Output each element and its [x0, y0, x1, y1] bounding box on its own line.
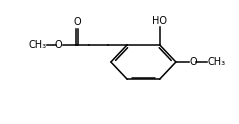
Text: CH₃: CH₃	[208, 57, 226, 67]
Text: O: O	[73, 17, 81, 27]
Text: O: O	[190, 57, 197, 67]
Text: CH₃: CH₃	[28, 40, 47, 50]
Text: O: O	[54, 40, 62, 50]
Text: HO: HO	[152, 16, 167, 26]
